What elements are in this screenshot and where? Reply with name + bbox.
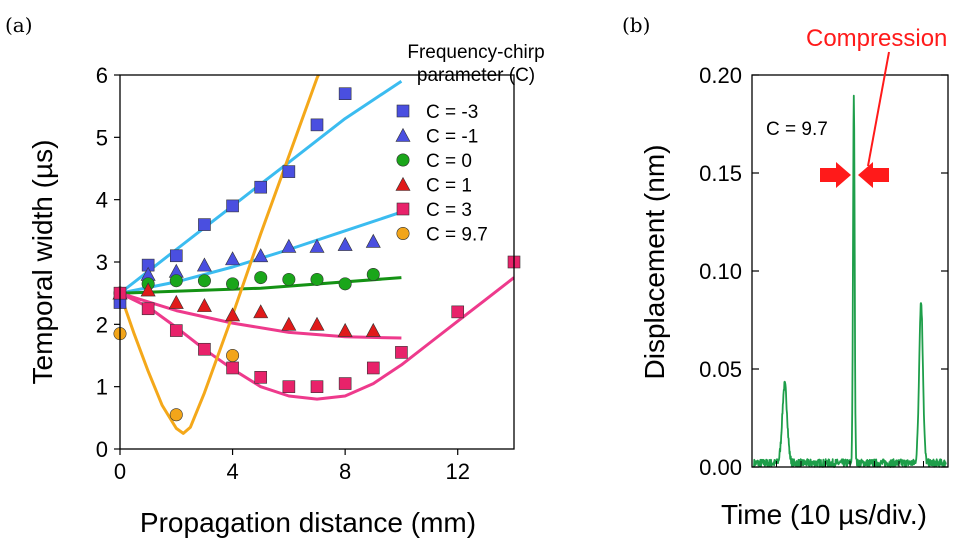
- y-tick-label: 0.15: [699, 161, 742, 186]
- chart-b-plot-area: [753, 94, 947, 468]
- data-point-series-3: [309, 316, 325, 331]
- y-tick-label: 4: [96, 188, 108, 213]
- compression-label: Compression: [806, 25, 947, 52]
- y-tick-label: 2: [96, 312, 108, 337]
- data-point-series-0: [198, 218, 211, 231]
- panel-b-label: (b): [622, 13, 650, 37]
- data-point-series-0: [338, 87, 352, 100]
- data-point-series-0: [226, 199, 239, 213]
- legend-marker-4: [396, 202, 410, 216]
- legend-marker-5: [396, 227, 410, 241]
- data-point-series-3: [281, 316, 297, 331]
- data-point-series-3: [196, 298, 212, 312]
- chart-a-plot-area: [112, 75, 521, 435]
- data-point-series-4: [282, 380, 296, 393]
- legend-label-4: C = 3: [426, 200, 472, 221]
- data-point-series-0: [310, 118, 324, 132]
- y-tick-label: 0.10: [699, 259, 742, 284]
- data-point-series-1: [253, 248, 269, 263]
- data-point-series-0: [254, 180, 268, 194]
- data-point-series-3: [337, 322, 353, 337]
- data-point-series-2: [282, 272, 296, 286]
- data-point-series-4: [198, 342, 211, 356]
- fit-line-series-3: [120, 291, 402, 340]
- data-point-series-1: [196, 257, 212, 272]
- data-point-series-5: [169, 408, 183, 422]
- data-point-series-1: [365, 233, 381, 248]
- data-point-series-3: [253, 304, 269, 319]
- y-tick-label: 6: [96, 63, 108, 88]
- data-point-series-0: [169, 249, 183, 263]
- legend-label-0: C = -3: [426, 102, 478, 123]
- data-point-series-4: [366, 361, 380, 375]
- chart-b-ticks: 0.00 0.05 0.10 0.15 0.20: [699, 63, 948, 480]
- x-tick-label: 12: [445, 459, 469, 484]
- chart-b-annotation: C = 9.7: [766, 119, 828, 140]
- data-point-series-3: [140, 282, 156, 297]
- data-point-series-4: [226, 361, 239, 375]
- chart-a-xlabel: Propagation distance (mm): [140, 507, 476, 538]
- legend-marker-0: [396, 104, 410, 118]
- y-tick-label: 1: [96, 375, 108, 400]
- y-tick-label: 0.05: [699, 357, 742, 382]
- chart-b: 0.00 0.05 0.10 0.15 0.20 Time (10 µs/div.) D…: [639, 25, 949, 530]
- data-point-series-1: [309, 238, 325, 253]
- displacement-trace: [753, 94, 947, 468]
- data-point-series-2: [197, 274, 211, 288]
- x-tick-label: 4: [226, 459, 238, 484]
- legend-label-1: C = -1: [426, 127, 478, 148]
- data-point-series-2: [338, 277, 352, 291]
- data-point-series-3: [225, 307, 241, 322]
- data-point-series-4: [451, 305, 465, 319]
- data-point-series-2: [254, 271, 268, 285]
- compression-arrow-right: [858, 162, 889, 188]
- data-point-series-2: [366, 267, 380, 281]
- data-point-series-0: [282, 165, 296, 178]
- panel-a-label: (a): [5, 13, 33, 37]
- data-point-series-1: [225, 251, 241, 266]
- y-tick-label: 0.20: [699, 63, 742, 88]
- legend-marker-1: [395, 127, 411, 142]
- legend-label-5: C = 9.7: [426, 225, 488, 246]
- compression-pointer-line: [867, 51, 890, 167]
- y-tick-label: 0.00: [699, 455, 742, 480]
- data-point-series-4: [141, 302, 155, 316]
- legend-marker-3: [395, 176, 411, 191]
- fit-line-series-5: [120, 75, 320, 435]
- chart-b-ylabel: Displacement (nm): [639, 145, 670, 380]
- data-point-series-4: [338, 377, 352, 390]
- legend-label-2: C = 0: [426, 151, 472, 172]
- data-point-series-2: [169, 274, 183, 288]
- data-point-series-2: [226, 277, 240, 291]
- y-tick-label: 3: [96, 250, 108, 275]
- chart-a-ylabel: Temporal width (µs): [27, 140, 58, 385]
- legend-title-line2: parameter (C): [417, 65, 535, 86]
- data-point-series-1: [281, 238, 297, 253]
- y-tick-label: 0: [96, 437, 108, 462]
- chart-a-legend: Frequency-chirp parameter (C) C = -3 C = …: [395, 42, 545, 246]
- fit-line-series-2: [120, 276, 402, 295]
- data-point-series-5: [226, 348, 240, 362]
- data-point-series-4: [395, 346, 408, 359]
- x-tick-label: 8: [339, 459, 351, 484]
- data-point-series-4: [254, 371, 268, 384]
- data-point-series-4: [169, 324, 183, 337]
- y-tick-label: 5: [96, 125, 108, 150]
- chart-b-xlabel: Time (10 µs/div.): [721, 499, 927, 530]
- legend-marker-2: [396, 153, 410, 167]
- legend-title-line1: Frequency-chirp: [407, 42, 544, 63]
- fit-line-series-4: [120, 276, 514, 401]
- data-point-series-3: [365, 322, 381, 337]
- data-point-series-2: [310, 272, 324, 286]
- x-tick-label: 0: [114, 459, 126, 484]
- data-point-series-4: [310, 380, 324, 393]
- legend-label-3: C = 1: [426, 176, 472, 197]
- data-point-series-1: [337, 236, 353, 251]
- compression-arrow-left: [820, 162, 851, 188]
- data-point-series-3: [168, 294, 184, 309]
